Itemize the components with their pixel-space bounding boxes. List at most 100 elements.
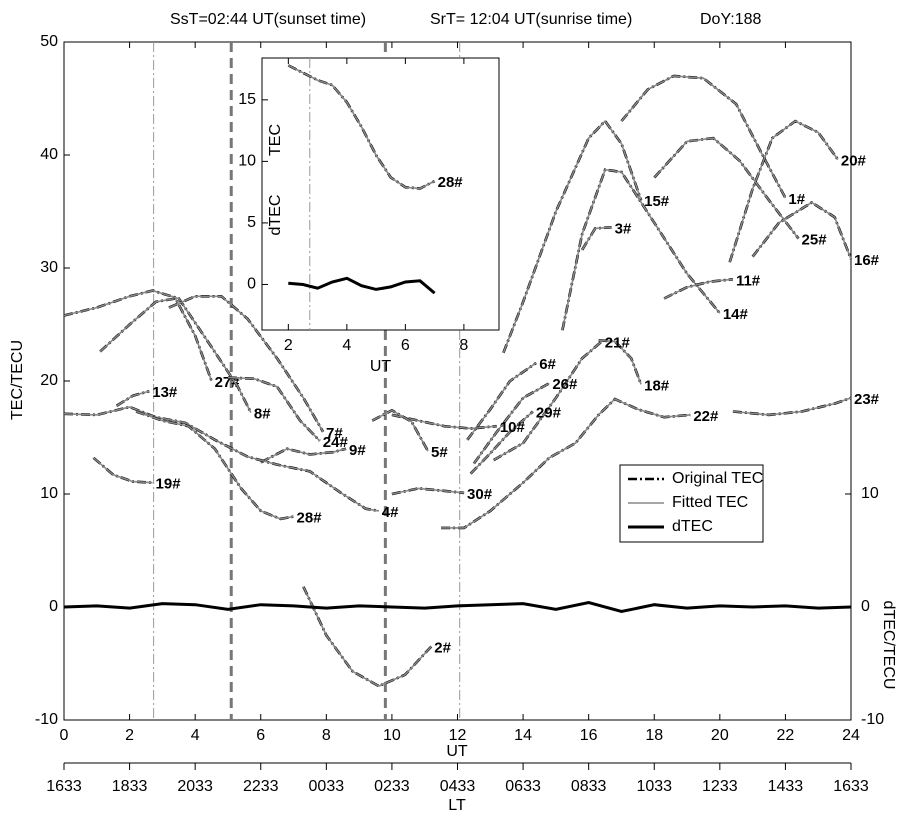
- x-tick-label: 24: [842, 727, 860, 744]
- y2-tick-label: -10: [861, 711, 884, 728]
- arc-label: 28#: [297, 510, 323, 527]
- lt-tick-label: 1233: [702, 778, 738, 795]
- fitted-tec-line: [391, 414, 497, 430]
- legend-label: Original TEC: [672, 470, 763, 487]
- fitted-tec-line: [732, 397, 852, 416]
- lt-tick-label: 1633: [833, 778, 869, 795]
- lt-tick-label: 1033: [636, 778, 672, 795]
- fitted-tec-line: [302, 586, 432, 687]
- arc-label: 15#: [644, 193, 670, 210]
- inset-x-label: UT: [370, 358, 392, 375]
- y-tick-label: 10: [238, 153, 256, 170]
- fitted-tec-line: [473, 382, 550, 464]
- fitted-tec-line: [99, 297, 213, 382]
- fitted-tec-line: [598, 339, 642, 385]
- y-tick-label: 50: [40, 33, 58, 50]
- fitted-tec-line: [135, 410, 294, 520]
- lt-tick-label: 0833: [571, 778, 607, 795]
- fitted-tec-line: [116, 390, 150, 407]
- y-tick-label: 20: [40, 372, 58, 389]
- arc-label: 5#: [431, 444, 448, 461]
- x-tick-label: 16: [580, 727, 598, 744]
- arc-label: 16#: [854, 252, 880, 269]
- y-tick-label: 0: [49, 598, 58, 615]
- x-tick-label: 14: [514, 727, 532, 744]
- lt-tick-label: 0433: [440, 778, 476, 795]
- x-tick-label: 2: [284, 337, 293, 354]
- x-tick-label: 10: [383, 727, 401, 744]
- x-axis-label: UT: [446, 743, 468, 760]
- arc-label: 26#: [552, 376, 578, 393]
- doy-note: DoY:188: [700, 11, 761, 28]
- x-tick-label: 22: [777, 727, 795, 744]
- dtec-line: [63, 600, 852, 614]
- inset-y-label: dTEC: [267, 195, 284, 236]
- x-tick-label: 8: [459, 337, 468, 354]
- fitted-tec-line: [493, 340, 603, 461]
- arc-label: 23#: [854, 391, 880, 408]
- lt-tick-label: 1633: [46, 778, 82, 795]
- fitted-tec-line: [581, 226, 612, 251]
- fitted-tec-line: [260, 447, 347, 464]
- x-tick-label: 20: [711, 727, 729, 744]
- lt-tick-label: 0633: [505, 778, 541, 795]
- y-tick-label: 10: [40, 485, 58, 502]
- x-tick-label: 4: [342, 337, 351, 354]
- lt-tick-label: 0033: [309, 778, 345, 795]
- arc-label: 10#: [500, 419, 526, 436]
- y2-axis-label: dTEC/TECU: [880, 601, 897, 690]
- fitted-tec-line: [751, 201, 852, 260]
- arc-label: 7#: [326, 425, 343, 442]
- x-tick-label: 8: [322, 727, 331, 744]
- arc-label: 19#: [156, 476, 182, 493]
- y-tick-label: 0: [247, 276, 256, 293]
- lt-tick-label: 1433: [768, 778, 804, 795]
- arc-label: 13#: [152, 384, 178, 401]
- y-tick-label: 5: [247, 214, 256, 231]
- fitted-tec-line: [466, 362, 537, 441]
- arc-label: 9#: [349, 442, 366, 459]
- arc-label: 30#: [467, 486, 493, 503]
- legend-label: Fitted TEC: [672, 494, 748, 511]
- x-tick-label: 12: [449, 727, 467, 744]
- arc-label: 21#: [605, 334, 631, 351]
- arc-label: 11#: [736, 272, 761, 289]
- fitted-tec-line: [470, 410, 534, 475]
- y-tick-label: 15: [238, 91, 256, 108]
- x-tick-label: 6: [401, 337, 410, 354]
- arc-label: 2#: [434, 640, 451, 657]
- fitted-tec-line: [63, 289, 252, 413]
- fitted-tec-line: [227, 376, 321, 442]
- arc-label: 29#: [536, 404, 562, 421]
- fitted-tec-line: [663, 278, 733, 300]
- fitted-tec-line: [502, 119, 642, 354]
- y-tick-label: -10: [35, 711, 58, 728]
- arc-label: 1#: [788, 191, 805, 208]
- arc-label: 28#: [438, 174, 464, 191]
- y-tick-label: 30: [40, 259, 58, 276]
- fitted-tec-line: [620, 75, 787, 199]
- y2-tick-label: 10: [861, 485, 879, 502]
- lt-tick-label: 0233: [374, 778, 410, 795]
- fitted-tec-line: [371, 409, 429, 452]
- x-tick-label: 6: [256, 727, 265, 744]
- arc-label: 14#: [723, 306, 749, 323]
- arc-label: 25#: [802, 232, 828, 249]
- sunrise-note: SrT= 12:04 UT(sunrise time): [430, 11, 632, 28]
- arc-label: 22#: [693, 408, 719, 425]
- sunset-note: SsT=02:44 UT(sunset time): [170, 11, 366, 28]
- arc-label: 6#: [539, 356, 556, 373]
- y2-tick-label: 0: [861, 598, 870, 615]
- lt-tick-label: 2033: [177, 778, 213, 795]
- fitted-tec-line: [287, 64, 435, 190]
- arc-label: 8#: [254, 406, 271, 423]
- fitted-tec-line: [728, 120, 839, 263]
- arc-label: 20#: [841, 152, 867, 169]
- y-tick-label: 40: [40, 146, 58, 163]
- y-axis-label: TEC/TECU: [9, 340, 26, 420]
- fitted-tec-line: [92, 457, 153, 484]
- arc-label: 3#: [615, 220, 632, 237]
- x-tick-label: 18: [645, 727, 663, 744]
- dtec-line: [288, 276, 436, 295]
